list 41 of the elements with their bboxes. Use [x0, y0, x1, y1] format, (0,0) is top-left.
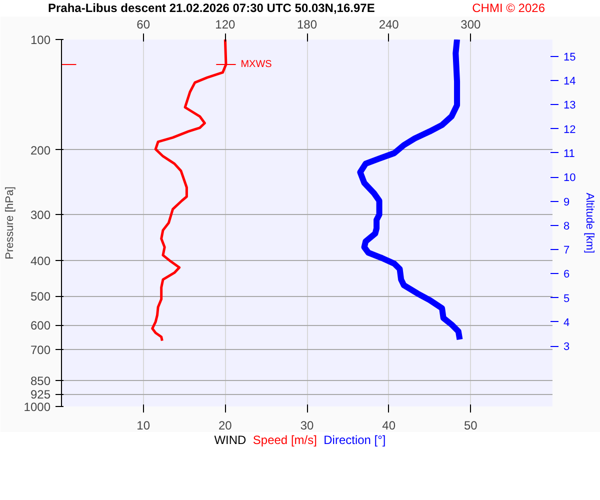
- y2-tick-label: 11: [564, 148, 575, 160]
- y2-tick-label: 6: [564, 268, 570, 281]
- x-tick-label: 20: [218, 418, 232, 432]
- x2-tick-label: 120: [215, 18, 236, 32]
- x2-tick-label: 60: [136, 18, 150, 32]
- annotation: MXWS: [240, 59, 272, 70]
- y-tick-label: 700: [30, 343, 51, 358]
- y2-tick-label: 9: [564, 196, 570, 208]
- y-tick-label: 100: [30, 33, 51, 47]
- x2-tick-label: 180: [296, 18, 318, 32]
- y2-tick-label: 13: [564, 100, 576, 112]
- y2-tick-label: 12: [564, 124, 576, 136]
- y-tick-label: 200: [30, 143, 51, 158]
- y2-tick-label: 10: [564, 172, 576, 184]
- y2-tick-label: 4: [564, 316, 570, 329]
- y2-tick-label: 5: [564, 292, 570, 305]
- x-tick-label: 30: [300, 418, 314, 432]
- y-tick-label: 400: [30, 254, 51, 268]
- x2-tick-label: 240: [378, 18, 400, 32]
- y-tick-label: 600: [30, 318, 51, 333]
- text: Direction [°]: [324, 433, 386, 447]
- x-tick-label: 50: [464, 418, 478, 432]
- y2-tick-label: 7: [564, 244, 570, 257]
- x2-tick-label: 300: [460, 18, 482, 32]
- y-axis-title: Pressure [hPa]: [4, 186, 16, 260]
- x-tick-label: 10: [136, 418, 150, 432]
- y-tick-label: 925: [30, 388, 51, 402]
- text: Speed [m/s]: [252, 433, 317, 447]
- y-tick-label: 850: [30, 374, 51, 388]
- y2-tick-label: 15: [564, 51, 576, 64]
- y-tick-label: 300: [30, 208, 51, 222]
- y2-tick-label: 14: [564, 76, 576, 88]
- y-tick-label: 1000: [24, 400, 51, 414]
- chart-title: Praha-Libus descent 21.02.2026 07:30 UTC 50.03N,16.97E: [48, 0, 375, 17]
- text: CHMI © 2026: [472, 0, 545, 17]
- y-tick-label: 500: [30, 290, 51, 304]
- y2-tick-label: 3: [564, 341, 570, 354]
- y2-tick-label: 8: [564, 220, 570, 232]
- x-axis-title: WIND: [214, 433, 246, 447]
- y2-axis-title: Altitude [km]: [584, 192, 596, 254]
- x-tick-label: 40: [382, 418, 396, 432]
